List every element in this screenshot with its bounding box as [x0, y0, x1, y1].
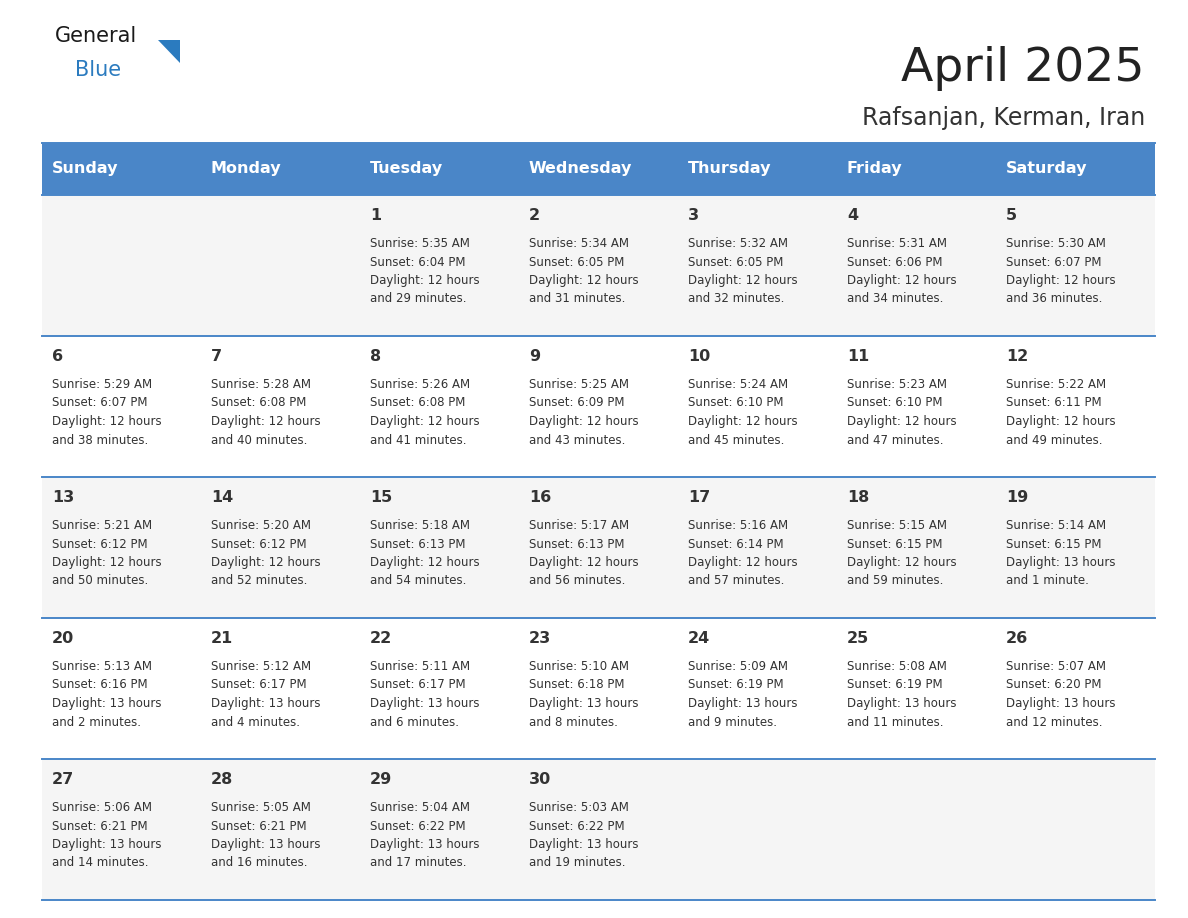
Text: Sunrise: 5:08 AM
Sunset: 6:19 PM
Daylight: 13 hours
and 11 minutes.: Sunrise: 5:08 AM Sunset: 6:19 PM Dayligh… [847, 660, 956, 729]
Text: 27: 27 [52, 772, 74, 787]
Bar [42, 195, 1155, 336]
Text: 4: 4 [847, 208, 858, 223]
Text: Sunrise: 5:34 AM
Sunset: 6:05 PM
Daylight: 12 hours
and 31 minutes.: Sunrise: 5:34 AM Sunset: 6:05 PM Dayligh… [529, 237, 639, 306]
Text: Sunrise: 5:10 AM
Sunset: 6:18 PM
Daylight: 13 hours
and 8 minutes.: Sunrise: 5:10 AM Sunset: 6:18 PM Dayligh… [529, 660, 638, 729]
Text: General: General [55, 26, 138, 46]
Text: Sunrise: 5:14 AM
Sunset: 6:15 PM
Daylight: 13 hours
and 1 minute.: Sunrise: 5:14 AM Sunset: 6:15 PM Dayligh… [1006, 519, 1116, 588]
Text: 28: 28 [211, 772, 233, 787]
Text: Friday: Friday [847, 162, 903, 176]
Text: Sunrise: 5:15 AM
Sunset: 6:15 PM
Daylight: 12 hours
and 59 minutes.: Sunrise: 5:15 AM Sunset: 6:15 PM Dayligh… [847, 519, 956, 588]
Text: Sunrise: 5:21 AM
Sunset: 6:12 PM
Daylight: 12 hours
and 50 minutes.: Sunrise: 5:21 AM Sunset: 6:12 PM Dayligh… [52, 519, 162, 588]
Text: 25: 25 [847, 631, 870, 646]
Text: 20: 20 [52, 631, 74, 646]
Text: Sunrise: 5:23 AM
Sunset: 6:10 PM
Daylight: 12 hours
and 47 minutes.: Sunrise: 5:23 AM Sunset: 6:10 PM Dayligh… [847, 378, 956, 446]
Text: 23: 23 [529, 631, 551, 646]
Text: Sunrise: 5:30 AM
Sunset: 6:07 PM
Daylight: 12 hours
and 36 minutes.: Sunrise: 5:30 AM Sunset: 6:07 PM Dayligh… [1006, 237, 1116, 306]
Text: Saturday: Saturday [1006, 162, 1087, 176]
Text: Sunrise: 5:31 AM
Sunset: 6:06 PM
Daylight: 12 hours
and 34 minutes.: Sunrise: 5:31 AM Sunset: 6:06 PM Dayligh… [847, 237, 956, 306]
Text: 30: 30 [529, 772, 551, 787]
Text: 7: 7 [211, 349, 222, 364]
Text: Monday: Monday [211, 162, 282, 176]
Text: Blue: Blue [75, 60, 121, 80]
Text: Sunrise: 5:09 AM
Sunset: 6:19 PM
Daylight: 13 hours
and 9 minutes.: Sunrise: 5:09 AM Sunset: 6:19 PM Dayligh… [688, 660, 797, 729]
Text: 15: 15 [369, 490, 392, 505]
Bar [42, 618, 1155, 759]
Text: 3: 3 [688, 208, 699, 223]
Text: Sunrise: 5:03 AM
Sunset: 6:22 PM
Daylight: 13 hours
and 19 minutes.: Sunrise: 5:03 AM Sunset: 6:22 PM Dayligh… [529, 801, 638, 869]
Text: Sunrise: 5:07 AM
Sunset: 6:20 PM
Daylight: 13 hours
and 12 minutes.: Sunrise: 5:07 AM Sunset: 6:20 PM Dayligh… [1006, 660, 1116, 729]
Text: 6: 6 [52, 349, 63, 364]
Text: 12: 12 [1006, 349, 1029, 364]
Text: Thursday: Thursday [688, 162, 771, 176]
Text: 8: 8 [369, 349, 381, 364]
Text: Sunrise: 5:11 AM
Sunset: 6:17 PM
Daylight: 13 hours
and 6 minutes.: Sunrise: 5:11 AM Sunset: 6:17 PM Dayligh… [369, 660, 480, 729]
Text: Sunrise: 5:13 AM
Sunset: 6:16 PM
Daylight: 13 hours
and 2 minutes.: Sunrise: 5:13 AM Sunset: 6:16 PM Dayligh… [52, 660, 162, 729]
Text: Sunrise: 5:06 AM
Sunset: 6:21 PM
Daylight: 13 hours
and 14 minutes.: Sunrise: 5:06 AM Sunset: 6:21 PM Dayligh… [52, 801, 162, 869]
Text: Sunrise: 5:26 AM
Sunset: 6:08 PM
Daylight: 12 hours
and 41 minutes.: Sunrise: 5:26 AM Sunset: 6:08 PM Dayligh… [369, 378, 480, 446]
Text: Wednesday: Wednesday [529, 162, 632, 176]
Text: 2: 2 [529, 208, 541, 223]
Text: 16: 16 [529, 490, 551, 505]
Text: Sunrise: 5:35 AM
Sunset: 6:04 PM
Daylight: 12 hours
and 29 minutes.: Sunrise: 5:35 AM Sunset: 6:04 PM Dayligh… [369, 237, 480, 306]
Text: 17: 17 [688, 490, 710, 505]
Text: 21: 21 [211, 631, 233, 646]
Text: 22: 22 [369, 631, 392, 646]
Text: Sunrise: 5:29 AM
Sunset: 6:07 PM
Daylight: 12 hours
and 38 minutes.: Sunrise: 5:29 AM Sunset: 6:07 PM Dayligh… [52, 378, 162, 446]
Text: 19: 19 [1006, 490, 1029, 505]
Polygon shape [158, 40, 181, 63]
Bar [42, 477, 1155, 618]
Text: 9: 9 [529, 349, 541, 364]
Text: Sunrise: 5:18 AM
Sunset: 6:13 PM
Daylight: 12 hours
and 54 minutes.: Sunrise: 5:18 AM Sunset: 6:13 PM Dayligh… [369, 519, 480, 588]
Text: Sunrise: 5:24 AM
Sunset: 6:10 PM
Daylight: 12 hours
and 45 minutes.: Sunrise: 5:24 AM Sunset: 6:10 PM Dayligh… [688, 378, 797, 446]
Text: Sunrise: 5:20 AM
Sunset: 6:12 PM
Daylight: 12 hours
and 52 minutes.: Sunrise: 5:20 AM Sunset: 6:12 PM Dayligh… [211, 519, 321, 588]
Text: Sunrise: 5:12 AM
Sunset: 6:17 PM
Daylight: 13 hours
and 4 minutes.: Sunrise: 5:12 AM Sunset: 6:17 PM Dayligh… [211, 660, 321, 729]
Text: April 2025: April 2025 [902, 46, 1145, 91]
Text: 18: 18 [847, 490, 870, 505]
Text: Sunrise: 5:22 AM
Sunset: 6:11 PM
Daylight: 12 hours
and 49 minutes.: Sunrise: 5:22 AM Sunset: 6:11 PM Dayligh… [1006, 378, 1116, 446]
Bar [42, 336, 1155, 477]
Text: 13: 13 [52, 490, 74, 505]
Text: Sunrise: 5:32 AM
Sunset: 6:05 PM
Daylight: 12 hours
and 32 minutes.: Sunrise: 5:32 AM Sunset: 6:05 PM Dayligh… [688, 237, 797, 306]
Text: Sunrise: 5:04 AM
Sunset: 6:22 PM
Daylight: 13 hours
and 17 minutes.: Sunrise: 5:04 AM Sunset: 6:22 PM Dayligh… [369, 801, 480, 869]
Text: 11: 11 [847, 349, 870, 364]
Text: 10: 10 [688, 349, 710, 364]
Text: Sunrise: 5:28 AM
Sunset: 6:08 PM
Daylight: 12 hours
and 40 minutes.: Sunrise: 5:28 AM Sunset: 6:08 PM Dayligh… [211, 378, 321, 446]
Text: Sunrise: 5:16 AM
Sunset: 6:14 PM
Daylight: 12 hours
and 57 minutes.: Sunrise: 5:16 AM Sunset: 6:14 PM Dayligh… [688, 519, 797, 588]
Text: 24: 24 [688, 631, 710, 646]
Text: 1: 1 [369, 208, 381, 223]
Bar [42, 759, 1155, 900]
Text: Sunrise: 5:05 AM
Sunset: 6:21 PM
Daylight: 13 hours
and 16 minutes.: Sunrise: 5:05 AM Sunset: 6:21 PM Dayligh… [211, 801, 321, 869]
Text: 26: 26 [1006, 631, 1029, 646]
Text: 5: 5 [1006, 208, 1017, 223]
Text: Sunrise: 5:25 AM
Sunset: 6:09 PM
Daylight: 12 hours
and 43 minutes.: Sunrise: 5:25 AM Sunset: 6:09 PM Dayligh… [529, 378, 639, 446]
Text: 14: 14 [211, 490, 233, 505]
Text: Tuesday: Tuesday [369, 162, 443, 176]
Text: Rafsanjan, Kerman, Iran: Rafsanjan, Kerman, Iran [861, 106, 1145, 130]
Text: Sunday: Sunday [52, 162, 119, 176]
Text: Sunrise: 5:17 AM
Sunset: 6:13 PM
Daylight: 12 hours
and 56 minutes.: Sunrise: 5:17 AM Sunset: 6:13 PM Dayligh… [529, 519, 639, 588]
Bar [42, 143, 1155, 195]
Text: 29: 29 [369, 772, 392, 787]
